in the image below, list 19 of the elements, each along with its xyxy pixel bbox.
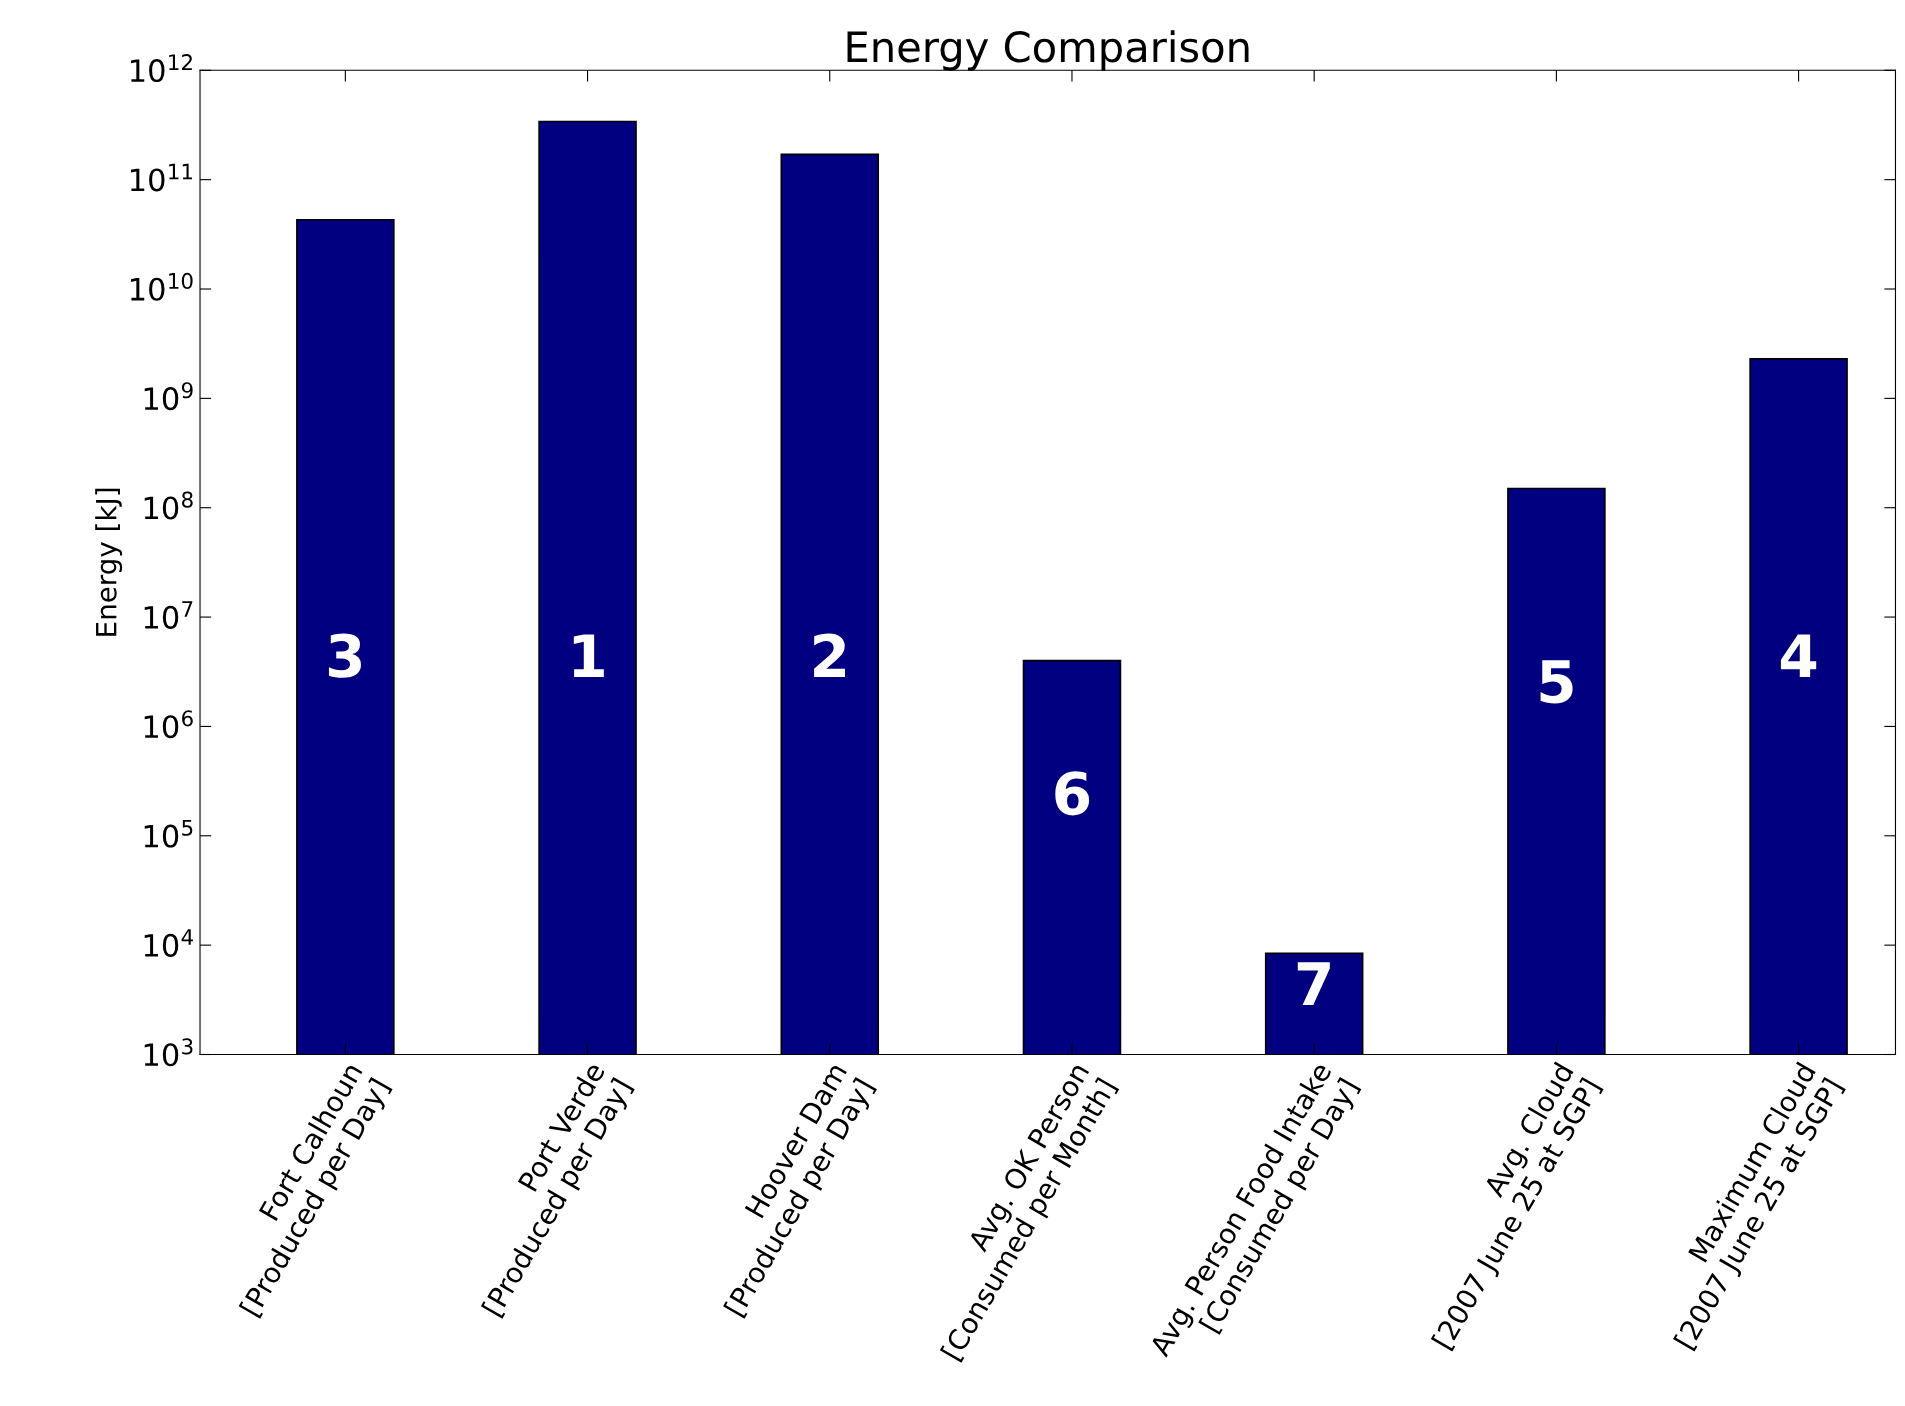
y-axis-title: Energy [kJ] xyxy=(95,488,123,636)
y-tick-label: 10$^{10}$ xyxy=(130,272,193,301)
y-tick-label: 10$^{9}$ xyxy=(144,382,193,411)
annotation: 5 xyxy=(1540,660,1573,704)
y-tick-label: 10$^{7}$ xyxy=(144,601,193,629)
y-tick-label: 10$^{4}$ xyxy=(144,929,193,957)
annotation: 2 xyxy=(814,633,845,677)
y-tick-label: 10$^{3}$ xyxy=(144,1038,193,1067)
annotation: 4 xyxy=(1780,634,1817,677)
chart-title: Energy Comparison xyxy=(847,30,1249,71)
y-tick-label: 10$^{12}$ xyxy=(130,54,192,83)
y-tick-label: 10$^{5}$ xyxy=(144,819,193,848)
y-tick-label: 10$^{11}$ xyxy=(130,163,193,192)
annotation: 3 xyxy=(328,633,361,678)
y-tick-label: 10$^{6}$ xyxy=(144,710,193,739)
annotation: 6 xyxy=(1055,771,1090,816)
y-tick-label: 10$^{8}$ xyxy=(144,491,193,520)
annotation: 7 xyxy=(1297,962,1330,1005)
annotation: 1 xyxy=(573,634,604,677)
